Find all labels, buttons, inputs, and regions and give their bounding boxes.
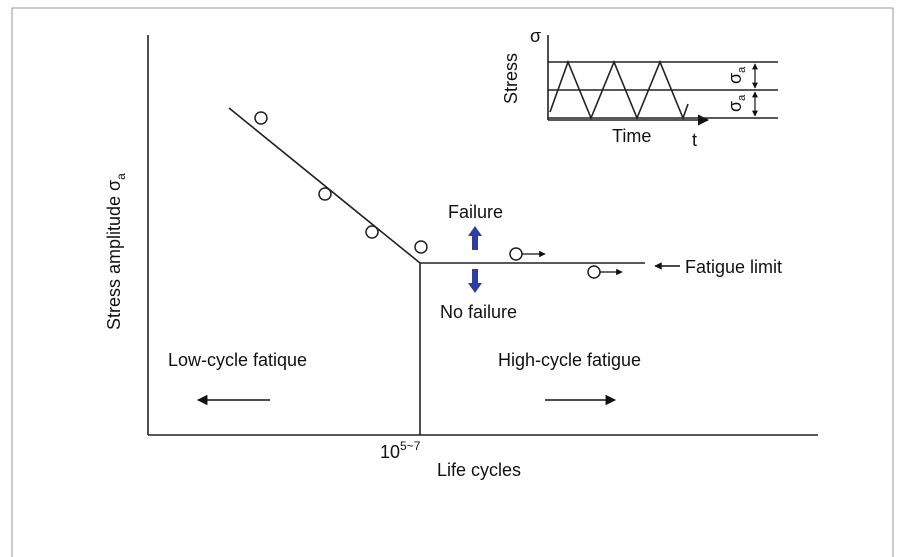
inset: σa σa Stress σ Time t: [501, 26, 778, 150]
amp-sub: a: [736, 66, 748, 73]
point: [414, 240, 428, 254]
inset-x-label: Time: [612, 126, 651, 146]
amp-sym: σ: [725, 73, 745, 84]
failure-label: Failure: [448, 202, 503, 222]
sn-slope: [228, 107, 421, 264]
point: [365, 225, 379, 239]
inset-wave: [549, 59, 689, 121]
low-cycle-label: Low-cycle fatique: [168, 350, 307, 370]
y-label: Stress amplitude σa: [104, 173, 128, 330]
high-cycle-label: High-cycle fatigue: [498, 350, 641, 370]
x-tick-base: 10: [380, 442, 400, 462]
amp-label: σa: [725, 66, 748, 84]
frame: [11, 7, 894, 557]
x-label: Life cycles: [437, 460, 521, 480]
amp-label: σa: [725, 94, 748, 112]
up-arrow: [468, 226, 482, 250]
point: [509, 247, 523, 261]
point: [587, 265, 601, 279]
amp-sub: a: [736, 94, 748, 101]
no-failure-label: No failure: [440, 302, 517, 322]
y-label-sub: a: [114, 173, 128, 180]
data-points: [254, 111, 601, 279]
inset-y-label: Stress: [501, 53, 521, 104]
inset-y-symbol: σ: [530, 26, 541, 46]
amp-sym: σ: [725, 101, 745, 112]
down-arrow: [468, 269, 482, 293]
inset-x-symbol: t: [692, 130, 697, 150]
x-tick-sup: 5~7: [400, 439, 421, 453]
fatigue-limit-label: Fatigue limit: [685, 257, 782, 277]
y-label-main: Stress amplitude σ: [104, 180, 124, 330]
point: [254, 111, 268, 125]
x-tick: 105~7: [380, 439, 421, 462]
point: [318, 187, 332, 201]
